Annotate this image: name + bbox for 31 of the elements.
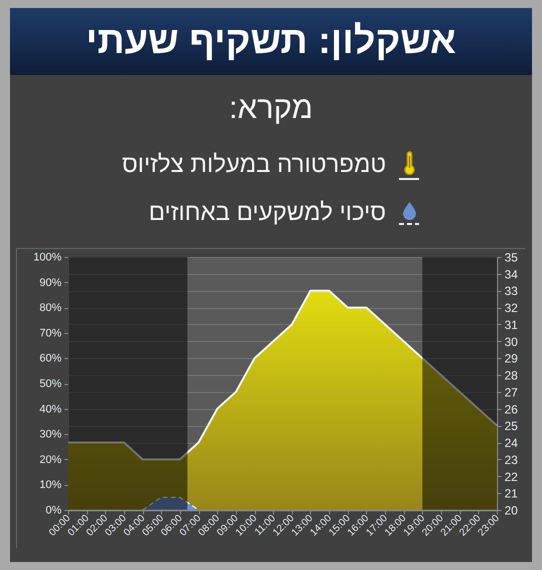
y2-tick-label: 33 bbox=[504, 284, 518, 298]
legend-title: מקרא: bbox=[229, 89, 313, 127]
y2-tick-label: 23 bbox=[504, 452, 518, 467]
y2-tick-label: 31 bbox=[504, 318, 518, 332]
y2-tick-label: 28 bbox=[504, 368, 518, 383]
y2-tick-label: 26 bbox=[504, 402, 518, 416]
y-tick-label: 90% bbox=[39, 276, 62, 289]
legend-label: טמפרטורה במעלות צלזיוס bbox=[122, 150, 386, 180]
y2-tick-label: 32 bbox=[504, 301, 518, 316]
y-tick-label: 20% bbox=[39, 454, 62, 466]
y2-tick-label: 24 bbox=[504, 436, 518, 450]
y-tick-label: 80% bbox=[39, 302, 62, 314]
y2-tick-label: 20 bbox=[504, 504, 518, 518]
y-tick-label: 10% bbox=[39, 479, 62, 492]
y-tick-label: 100% bbox=[33, 252, 62, 264]
y2-tick-label: 34 bbox=[504, 267, 518, 282]
y2-tick-label: 27 bbox=[504, 385, 518, 400]
y-tick-label: 30% bbox=[39, 428, 62, 441]
y2-tick-label: 21 bbox=[504, 486, 518, 501]
y-tick-label: 60% bbox=[39, 352, 62, 365]
y2-tick-label: 22 bbox=[504, 470, 518, 484]
y-tick-label: 0% bbox=[46, 504, 62, 516]
y2-tick-label: 35 bbox=[504, 250, 518, 264]
y-tick-label: 70% bbox=[39, 327, 62, 340]
y2-tick-label: 25 bbox=[504, 419, 518, 434]
y-tick-label: 40% bbox=[39, 403, 62, 416]
y-tick-label: 50% bbox=[39, 378, 62, 390]
legend-label: סיכוי למשקעים באחוזים bbox=[148, 198, 386, 228]
chart-title: אשקלון: תשקיף שעתי bbox=[10, 8, 532, 75]
y2-tick-label: 29 bbox=[504, 352, 518, 366]
y2-tick-label: 30 bbox=[504, 334, 518, 349]
